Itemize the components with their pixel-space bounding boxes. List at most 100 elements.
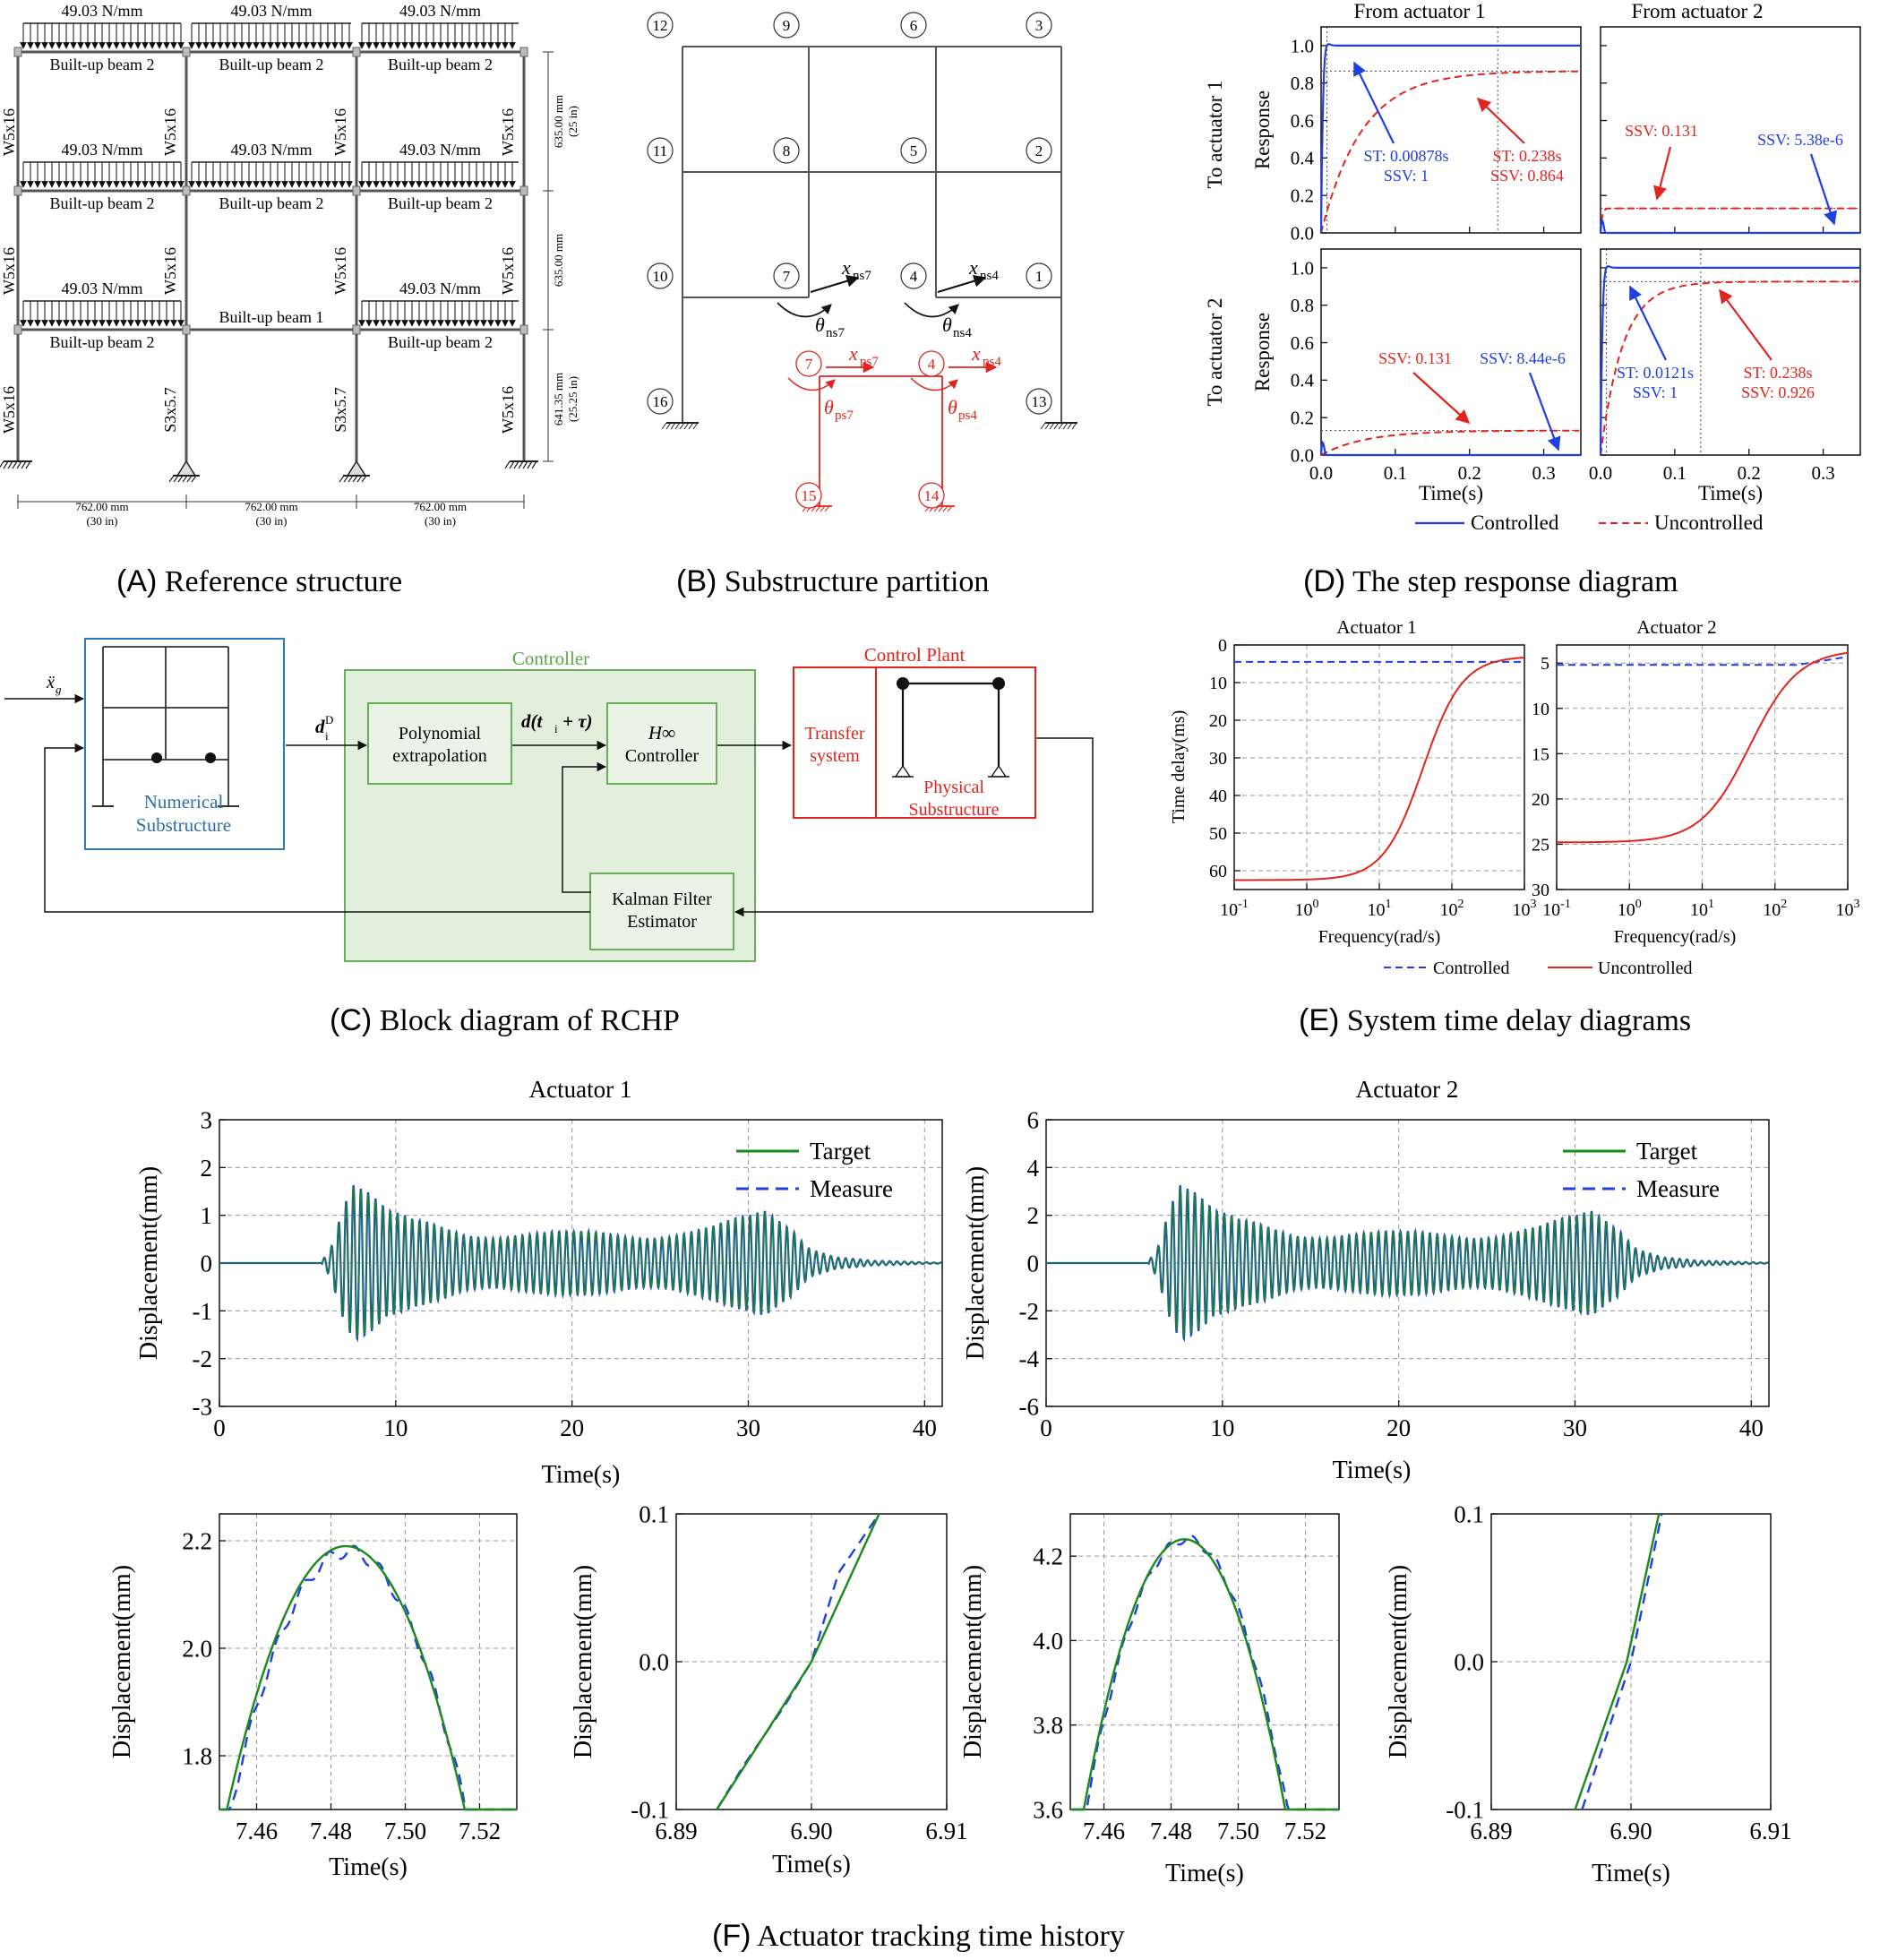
- d-sup: D: [325, 713, 333, 726]
- hatch: [348, 475, 354, 483]
- hatch: [1058, 422, 1064, 430]
- x-tick-label: 6.90: [1609, 1818, 1652, 1844]
- node-label: 7: [783, 268, 791, 285]
- beam-label: Built-up beam 2: [388, 194, 493, 212]
- dof-sub: ns7: [853, 269, 871, 283]
- beam-label: Built-up beam 1: [219, 308, 324, 326]
- y-tick-label: 0.6: [1291, 332, 1314, 354]
- step-annotation: SSV: 5.38e-6: [1757, 131, 1843, 149]
- measure-curve: [1046, 1185, 1769, 1343]
- ps-dof-sub: ps4: [958, 408, 977, 423]
- controlled-delay-curve: [1557, 656, 1849, 666]
- x-tick-label: 103: [1513, 898, 1537, 920]
- hatch: [692, 422, 699, 430]
- target-curve: [1046, 1186, 1769, 1339]
- hatch: [25, 460, 31, 469]
- physical-label: Physical: [923, 778, 984, 797]
- connection: [182, 47, 191, 57]
- node-circle: [900, 137, 927, 164]
- x-tick-label: 30: [736, 1414, 760, 1441]
- connection: [182, 324, 191, 335]
- controlled-curve: [1319, 43, 1581, 234]
- load-label: 49.03 N/mm: [230, 2, 312, 20]
- beam-label: Built-up beam 2: [50, 194, 155, 212]
- y-tick-label: 4.0: [1033, 1628, 1063, 1655]
- y-tick-label: 0.0: [1291, 444, 1314, 466]
- ps-node-label: 15: [802, 487, 817, 504]
- ps-dof-sub: ps4: [983, 355, 1001, 369]
- ps-dof-label: x: [971, 342, 981, 365]
- pin-support: [346, 460, 367, 477]
- hatch: [665, 422, 672, 430]
- dof-arrow: [810, 274, 860, 293]
- ps-node-label: 7: [805, 356, 813, 373]
- dof-label: x: [968, 256, 978, 279]
- annotation-arrow: [1353, 61, 1395, 144]
- x-tick-label: 6.89: [1470, 1818, 1512, 1844]
- hatch: [343, 475, 349, 483]
- legend-uncontrolled-label: Uncontrolled: [1598, 959, 1693, 978]
- hatch: [173, 475, 179, 483]
- load-label: 49.03 N/mm: [61, 279, 142, 297]
- physical-label: Substructure: [908, 800, 999, 820]
- hinge: [205, 752, 216, 763]
- hatch: [7, 460, 13, 469]
- ps-dof-sub: ps7: [860, 355, 879, 369]
- node-label: 1: [1035, 268, 1043, 285]
- y-tick-label: 20: [1532, 790, 1549, 810]
- y-tick-label: 0.1: [1454, 1500, 1484, 1527]
- hatch: [1044, 422, 1051, 430]
- legend-controlled-label: Controlled: [1433, 959, 1510, 978]
- hatch: [688, 422, 694, 430]
- y-tick-label: 1.0: [1291, 35, 1314, 56]
- kalman-label: Estimator: [627, 912, 697, 932]
- step-annotation: SSV: 1: [1384, 167, 1429, 185]
- step-annotation: SSV: 0.131: [1625, 122, 1698, 140]
- dt-sub: i: [554, 722, 558, 735]
- ps-rotation-arc: [787, 377, 836, 391]
- controller-title: Controller: [512, 648, 589, 669]
- y-axis-label: Displacement(mm): [1385, 1565, 1412, 1758]
- x-tick-label: 10-1: [1542, 898, 1571, 920]
- node-circle: [900, 262, 927, 289]
- node-circle: [773, 12, 800, 39]
- panel-c-caption: (C) Block diagram of RCHP: [330, 1003, 680, 1037]
- node-circle: [773, 262, 800, 289]
- y-tick-label: 6: [1027, 1106, 1040, 1133]
- y-tick-label: 1: [201, 1202, 213, 1229]
- y-axis-label: Displacement(mm): [135, 1166, 163, 1360]
- node-label: 9: [783, 17, 791, 34]
- node-label: 5: [910, 142, 918, 159]
- feedback-arrow: [562, 761, 607, 893]
- connection: [519, 47, 528, 57]
- y-tick-label: 0.2: [1291, 185, 1314, 207]
- load-label: 49.03 N/mm: [61, 2, 142, 20]
- x-tick-label: 0.3: [1811, 462, 1834, 484]
- transfer-label: system: [810, 746, 860, 766]
- hatch: [191, 475, 197, 483]
- hatch: [661, 422, 667, 430]
- x-tick-label: 100: [1618, 898, 1642, 920]
- annotation-arrow: [1412, 372, 1471, 425]
- column-label: S3x5.7: [161, 387, 179, 433]
- x-tick-label: 40: [1739, 1414, 1764, 1441]
- ps-node-circle: [795, 482, 822, 509]
- x-tick-label: 0.0: [1309, 462, 1333, 484]
- y-tick-label: 0: [1218, 636, 1227, 656]
- connection: [352, 324, 361, 335]
- beam-label: Built-up beam 2: [219, 56, 324, 73]
- x-tick-label: 10: [383, 1414, 408, 1441]
- story-height-label: 641.35 mm: [552, 373, 565, 426]
- x-tick-label: 0.1: [1663, 462, 1687, 484]
- hatch: [352, 475, 358, 483]
- y-tick-label: 40: [1209, 787, 1227, 806]
- dt-label: d(t: [521, 710, 543, 732]
- x-tick-label: 102: [1763, 898, 1787, 920]
- x-axis-label: Time(s): [1333, 1457, 1412, 1484]
- y-tick-label: 2.0: [182, 1635, 212, 1662]
- annotation-arrow: [1809, 153, 1837, 226]
- y-tick-label: 3.8: [1033, 1712, 1063, 1739]
- target-curve: [219, 1186, 942, 1339]
- connection: [13, 324, 22, 335]
